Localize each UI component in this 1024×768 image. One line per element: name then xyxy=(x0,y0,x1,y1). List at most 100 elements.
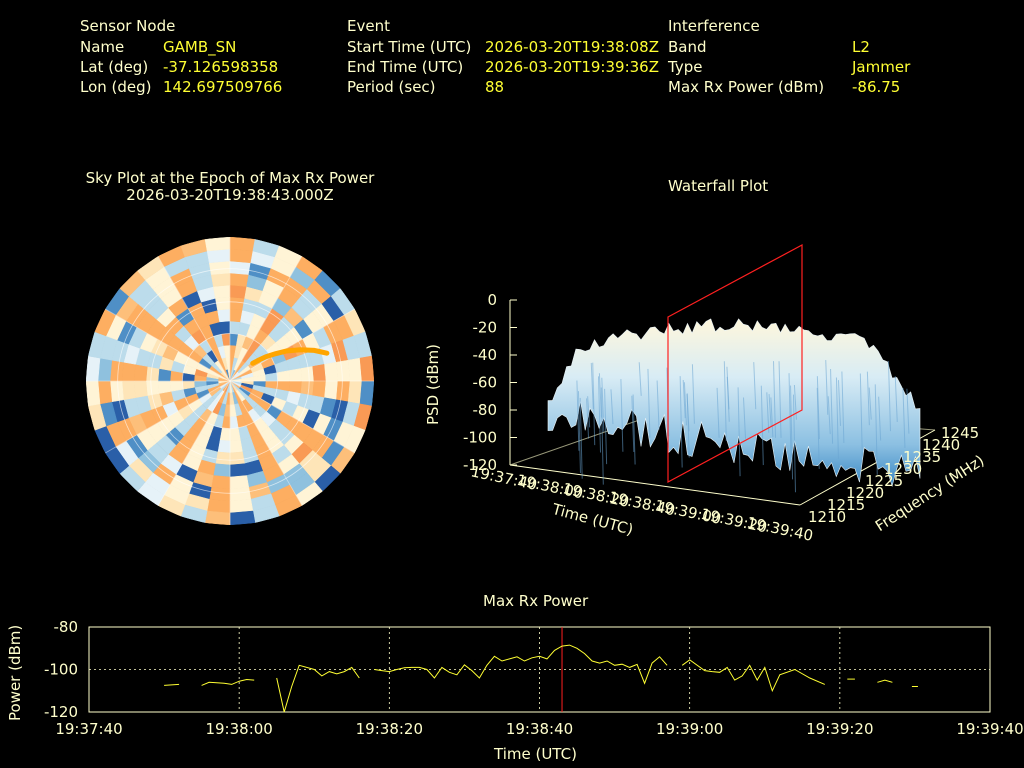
power-x-tick-label: 19:39:20 xyxy=(806,720,873,738)
power-series-segment xyxy=(201,678,255,686)
waterfall-z-tick-label: -100 xyxy=(463,429,497,447)
waterfall-surface-ridge xyxy=(682,379,686,419)
skyplot-elevation-ring xyxy=(182,333,278,429)
interference-band-label: Band xyxy=(668,38,707,56)
skyplot-grid xyxy=(86,237,374,525)
waterfall-freq-tick-label: 1210 xyxy=(808,508,846,526)
waterfall-epoch-plane xyxy=(667,243,803,484)
waterfall-surface-ridge xyxy=(723,361,727,442)
interference-maxrx-value: -86.75 xyxy=(852,78,901,96)
event-period-value: 88 xyxy=(485,78,505,96)
waterfall-surface-ridge xyxy=(598,376,602,453)
skyplot-azimuth-line xyxy=(229,308,355,382)
waterfall-surface-ridge xyxy=(691,364,695,424)
power-series-segment xyxy=(681,659,825,693)
waterfall-psd-surface xyxy=(547,318,921,488)
skyplot-title: Sky Plot at the Epoch of Max Rx Power xyxy=(85,169,375,187)
sensor-lon-label: Lon (deg) xyxy=(80,78,152,96)
power-series-segment xyxy=(374,644,668,685)
power-x-tick-label: 19:38:20 xyxy=(356,720,423,738)
waterfall-freq-tick-label: 1225 xyxy=(865,472,903,490)
waterfall-surface-ridge xyxy=(604,388,608,465)
waterfall-surface-ridge xyxy=(579,397,583,479)
skyplot-cell xyxy=(204,237,231,252)
sensor-lat-label: Lat (deg) xyxy=(80,58,149,76)
power-series-segment xyxy=(164,683,180,686)
skyplot-azimuth-line xyxy=(157,380,231,506)
waterfall-surface-ridge xyxy=(778,361,782,438)
power-y-tick-label: -80 xyxy=(54,618,79,636)
waterfall-surface-ridge xyxy=(766,392,770,433)
interference-band-value: L2 xyxy=(852,38,870,56)
waterfall-surface-ridge xyxy=(894,376,898,422)
waterfall-surface-ridge xyxy=(825,360,829,415)
skyplot-cell xyxy=(86,380,101,407)
skyplot-azimuth-line xyxy=(229,380,355,454)
waterfall-freq-tick-label: 1235 xyxy=(903,448,941,466)
power-x-tick-label: 19:38:00 xyxy=(205,720,272,738)
waterfall-z-tick-label: -60 xyxy=(473,374,498,392)
skyplot-elevation-ring xyxy=(117,268,343,494)
waterfall-surface-ridge xyxy=(837,380,841,426)
waterfall-freq-tick-label: 1245 xyxy=(941,424,979,442)
waterfall-surface-ridge xyxy=(770,397,774,438)
waterfall-surface-ridge xyxy=(726,366,730,410)
interference-type-label: Type xyxy=(668,58,703,76)
power-x-tick-label: 19:39:00 xyxy=(656,720,723,738)
skyplot-satellite-track xyxy=(250,347,330,366)
waterfall-surface-ridge xyxy=(816,387,820,469)
waterfall-surface-ridge xyxy=(601,377,605,433)
event-start-label: Start Time (UTC) xyxy=(347,38,472,56)
waterfall-surface-ridge xyxy=(793,384,797,420)
power-x-tick-label: 19:39:40 xyxy=(956,720,1023,738)
power-x-tick-label: 19:38:40 xyxy=(506,720,573,738)
waterfall-surface-ridge xyxy=(792,394,796,493)
waterfall-surface-ridge xyxy=(647,368,651,438)
waterfall-surface-ridge xyxy=(590,362,594,410)
waterfall-surface-ridge xyxy=(753,362,757,410)
skyplot-elevation-ring xyxy=(150,301,310,461)
waterfall-z-tick-label: -120 xyxy=(463,456,497,474)
waterfall-surface-ridge xyxy=(737,387,741,477)
power-y-tick-label: -100 xyxy=(44,661,78,679)
waterfall-surface-ridge xyxy=(576,380,580,451)
waterfall-surface-ridge xyxy=(631,395,635,453)
waterfall-surface-ridge xyxy=(906,388,910,434)
power-y-tick-label: -120 xyxy=(44,703,78,721)
waterfall-title: Waterfall Plot xyxy=(668,177,769,195)
waterfall-surface-ridge xyxy=(592,362,596,446)
waterfall-surface-ridge xyxy=(638,362,642,396)
waterfall-surface-ridge xyxy=(686,394,690,432)
waterfall-freq-tick-label: 1240 xyxy=(922,436,960,454)
interference-heading: Interference xyxy=(668,17,760,35)
waterfall-surface-ridge xyxy=(878,396,882,441)
waterfall-surface-ridge xyxy=(887,361,891,432)
waterfall-time-axis xyxy=(509,464,801,506)
power-series-segment xyxy=(877,679,893,683)
power-series xyxy=(164,644,918,713)
waterfall-surface-ridge xyxy=(600,387,604,485)
waterfall-surface-ridge xyxy=(656,380,660,430)
skyplot-azimuth-line xyxy=(105,380,231,454)
waterfall-freq-tick-label: 1220 xyxy=(846,484,884,502)
waterfall-surface-ridge xyxy=(841,371,845,443)
waterfall-surface-ridge xyxy=(768,394,772,427)
waterfall-surface-ridge xyxy=(874,384,878,475)
event-start-value: 2026-03-20T19:38:08Z xyxy=(485,38,659,56)
waterfall-surface-ridge xyxy=(816,376,820,440)
waterfall-surface-ridge xyxy=(586,398,590,439)
waterfall-surface-ridge xyxy=(830,369,834,444)
waterfall-surface-ridge xyxy=(835,377,839,459)
interference-type-value: Jammer xyxy=(852,58,911,76)
waterfall-surface-ridge xyxy=(683,382,687,426)
skyplot-azimuth-line xyxy=(157,256,231,382)
power-xlabel: Time (UTC) xyxy=(494,745,577,763)
waterfall-surface-ridge xyxy=(577,391,581,474)
waterfall-surface-ridge xyxy=(902,387,906,448)
event-end-label: End Time (UTC) xyxy=(347,58,464,76)
interference-maxrx-label: Max Rx Power (dBm) xyxy=(668,78,825,96)
sensor-name-label: Name xyxy=(80,38,125,56)
